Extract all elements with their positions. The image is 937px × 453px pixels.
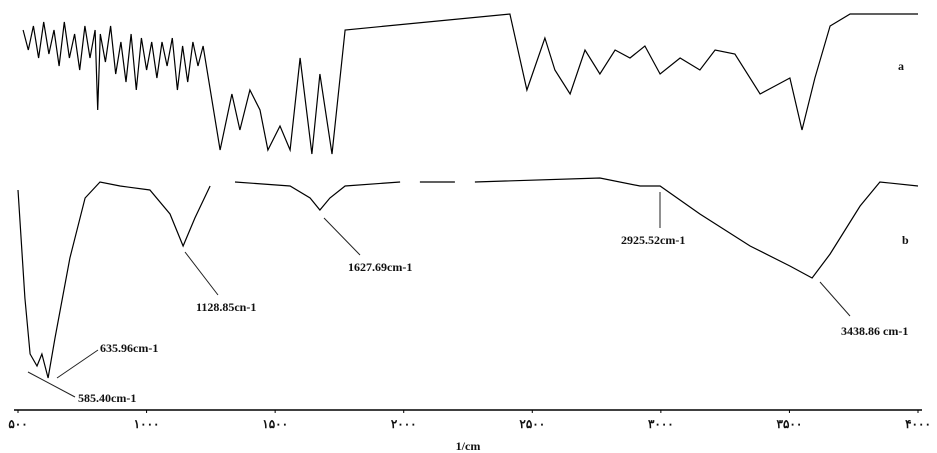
x-axis-label: 1/cm [456, 439, 481, 453]
annotation: 2925.52cm-1 [621, 233, 685, 247]
spectrum-line [17, 177, 919, 379]
x-tick-label: ۱۵۰۰ [262, 417, 288, 431]
pointer [184, 251, 219, 296]
x-tick-label: ۵۰۰ [8, 417, 27, 431]
pointer [323, 217, 361, 256]
x-tick-label: ۳۵۰۰ [777, 417, 803, 431]
series-label: b [902, 233, 909, 247]
x-tick-label: ۲۵۰۰ [519, 417, 545, 431]
annotation: 635.96cm-1 [100, 341, 158, 355]
annotation: 1128.85cn-1 [196, 300, 256, 314]
spectrum-line [22, 13, 918, 155]
series-label: a [898, 59, 904, 73]
x-tick-label: ۱۰۰۰ [134, 417, 160, 431]
pointer [56, 349, 99, 379]
annotation: 585.40cm-1 [78, 391, 136, 405]
annotation: 3438.86 cm-1 [841, 324, 908, 338]
pointer [27, 371, 76, 398]
x-tick-label: ۲۰۰۰ [391, 417, 417, 431]
pointer [819, 281, 851, 317]
x-tick-label: ۳۰۰۰ [648, 417, 674, 431]
x-tick-label: ۴۰۰۰ [905, 417, 931, 431]
annotation: 1627.69cm-1 [348, 260, 412, 274]
